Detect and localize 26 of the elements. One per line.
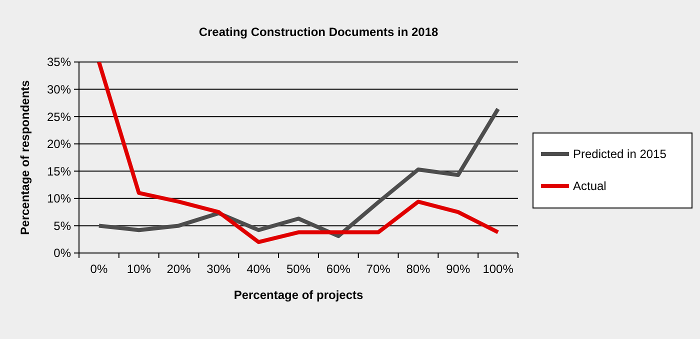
x-tick-label: 30% <box>206 262 232 276</box>
x-tick-label: 0% <box>90 262 108 276</box>
x-axis-title: Percentage of projects <box>234 288 364 302</box>
x-tick-label: 20% <box>166 262 192 276</box>
x-tick-label: 100% <box>482 262 514 276</box>
legend-label: Actual <box>573 179 606 194</box>
line-series <box>96 62 500 244</box>
y-tick-label: 15% <box>46 164 72 178</box>
y-tick-label: 10% <box>46 192 72 206</box>
x-tick-label: 90% <box>446 262 470 276</box>
chart-title: Creating Construction Documents in 2018 <box>198 25 439 39</box>
y-tick-label: 35% <box>46 55 72 70</box>
y-axis-title: Percentage of respondents <box>18 80 32 235</box>
legend-label: Predicted in 2015 <box>573 147 667 162</box>
y-tick-label: 0% <box>54 246 72 260</box>
line-series <box>96 106 500 238</box>
y-tick-label: 20% <box>46 137 72 152</box>
y-tick-label: 25% <box>46 110 72 124</box>
x-tick-label: 60% <box>326 262 351 276</box>
x-tick-label: 70% <box>366 262 391 276</box>
y-tick-label: 5% <box>54 218 72 233</box>
x-tick-label: 80% <box>406 262 431 276</box>
x-tick-label: 40% <box>246 262 271 276</box>
y-tick-label: 30% <box>46 82 72 96</box>
x-tick-label: 50% <box>286 262 311 276</box>
x-tick-label: 10% <box>126 262 152 276</box>
